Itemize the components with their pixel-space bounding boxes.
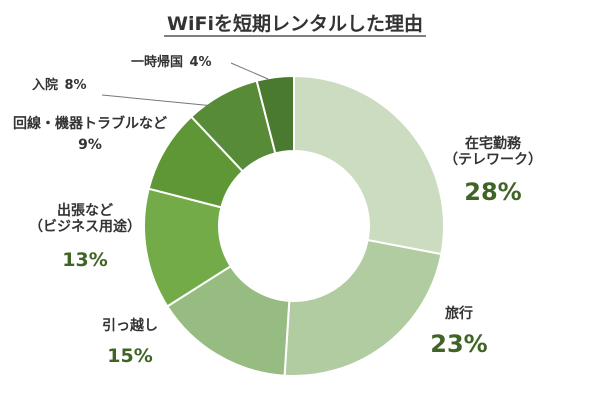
slice-label-5: 入院 8% (32, 77, 87, 93)
slice-6 (255, 74, 295, 155)
slice-label-0-line-1: （テレワーク） (444, 152, 542, 168)
leader-line-5 (101, 94, 215, 107)
slice-value-3: 13% (62, 249, 107, 271)
slice-label-1-line-0: 旅行 (445, 305, 473, 322)
leader-line-6 (230, 62, 269, 80)
slice-0 (293, 74, 445, 256)
slice-label-3-line-0: 出張など (57, 202, 113, 219)
slice-label-6: 一時帰国 4% (131, 54, 212, 70)
slice-value-2: 15% (107, 345, 152, 367)
chart-title: WiFiを短期レンタルした理由 (167, 12, 423, 35)
slice-value-1: 23% (430, 330, 487, 358)
slice-label-3-line-1: （ビジネス用途） (29, 218, 141, 235)
slice-value-0: 28% (464, 178, 521, 206)
slice-1 (283, 238, 443, 377)
slice-value-4: 9% (78, 137, 102, 153)
slice-label-4-line-0: 回線・機器トラブルなど (13, 115, 167, 132)
slice-label-0-line-0: 在宅勤務 (465, 135, 522, 152)
slice-label-2-line-0: 引っ越し (102, 317, 158, 334)
